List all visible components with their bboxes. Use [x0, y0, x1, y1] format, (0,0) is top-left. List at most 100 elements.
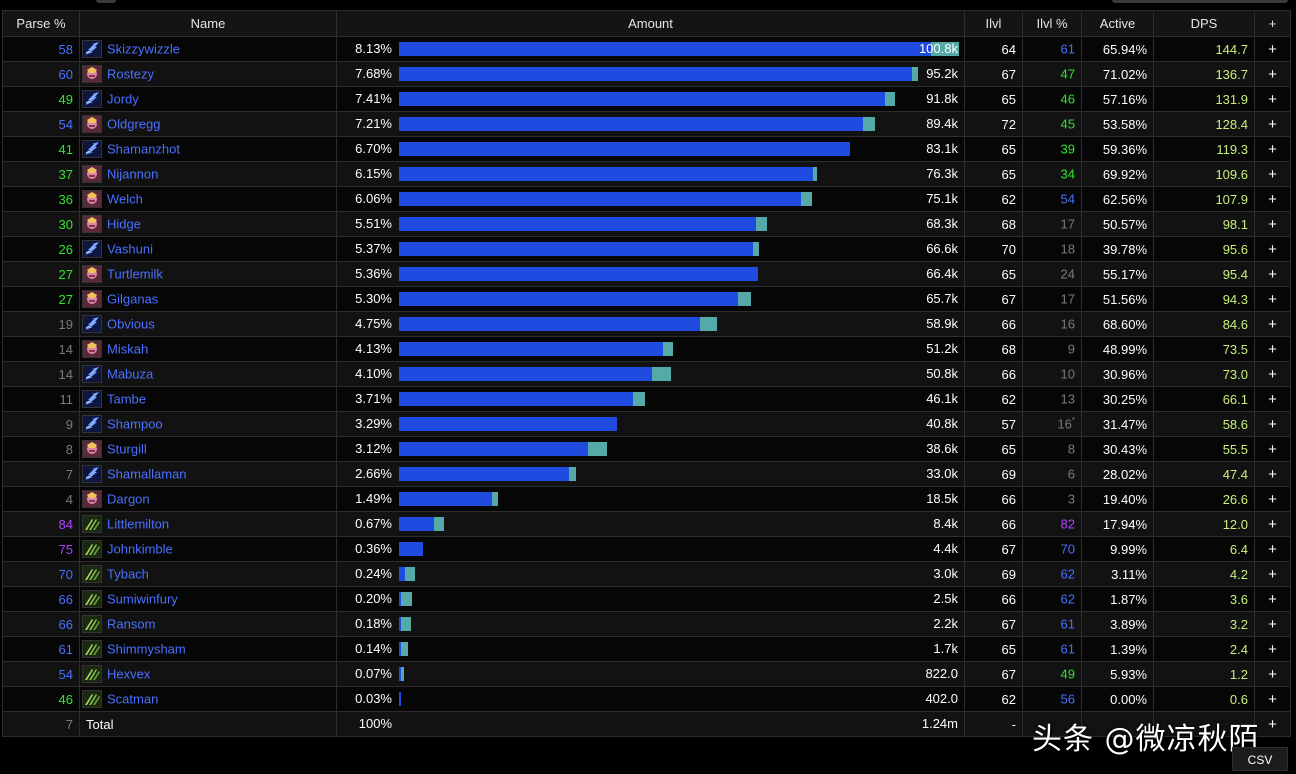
- player-name-link[interactable]: Tybach: [107, 566, 149, 582]
- table-row[interactable]: 66 Sumiwinfury 0.20% 2.5k 66 62 1.87% 3.…: [2, 586, 1291, 612]
- add-row-button[interactable]: +: [1254, 436, 1291, 462]
- table-row[interactable]: 26 Vashuni 5.37% 66.6k 70 18 39.78% 95.6…: [2, 236, 1291, 262]
- player-name-link[interactable]: Littlemilton: [107, 516, 170, 532]
- table-row[interactable]: 27 Turtlemilk 5.36% 66.4k 65 24 55.17% 9…: [2, 261, 1291, 287]
- player-name-cell[interactable]: Skizzywizzle: [79, 36, 337, 62]
- player-name-cell[interactable]: Turtlemilk: [79, 261, 337, 287]
- player-name-cell[interactable]: Johnkimble: [79, 536, 337, 562]
- add-row-button[interactable]: +: [1254, 36, 1291, 62]
- player-name-cell[interactable]: Mabuza: [79, 361, 337, 387]
- total-add-button[interactable]: +: [1254, 711, 1291, 737]
- player-name-cell[interactable]: Hexvex: [79, 661, 337, 687]
- csv-export-button[interactable]: CSV: [1232, 747, 1288, 771]
- player-name-cell[interactable]: Scatman: [79, 686, 337, 712]
- add-row-button[interactable]: +: [1254, 486, 1291, 512]
- player-name-link[interactable]: Sumiwinfury: [107, 591, 178, 607]
- player-name-link[interactable]: Welch: [107, 191, 143, 207]
- player-name-link[interactable]: Turtlemilk: [107, 266, 163, 282]
- table-row[interactable]: 19 Obvious 4.75% 58.9k 66 16 68.60% 84.6…: [2, 311, 1291, 337]
- add-row-button[interactable]: +: [1254, 561, 1291, 587]
- player-name-cell[interactable]: Jordy: [79, 86, 337, 112]
- table-row[interactable]: 54 Oldgregg 7.21% 89.4k 72 45 53.58% 128…: [2, 111, 1291, 137]
- player-name-cell[interactable]: Rostezy: [79, 61, 337, 87]
- player-name-cell[interactable]: Shimmysham: [79, 636, 337, 662]
- table-row[interactable]: 36 Welch 6.06% 75.1k 62 54 62.56% 107.9 …: [2, 186, 1291, 212]
- player-name-cell[interactable]: Tybach: [79, 561, 337, 587]
- player-name-link[interactable]: Ransom: [107, 616, 156, 632]
- add-row-button[interactable]: +: [1254, 211, 1291, 237]
- table-row[interactable]: 84 Littlemilton 0.67% 8.4k 66 82 17.94% …: [2, 511, 1291, 537]
- player-name-link[interactable]: Skizzywizzle: [107, 41, 180, 57]
- table-row[interactable]: 30 Hidge 5.51% 68.3k 68 17 50.57% 98.1 +: [2, 211, 1291, 237]
- player-name-cell[interactable]: Miskah: [79, 336, 337, 362]
- player-name-link[interactable]: Shimmysham: [107, 641, 186, 657]
- col-header-parse[interactable]: Parse %: [2, 10, 80, 37]
- player-name-link[interactable]: Oldgregg: [107, 116, 161, 132]
- add-row-button[interactable]: +: [1254, 286, 1291, 312]
- player-name-cell[interactable]: Sturgill: [79, 436, 337, 462]
- player-name-cell[interactable]: Oldgregg: [79, 111, 337, 137]
- add-row-button[interactable]: +: [1254, 636, 1291, 662]
- player-name-cell[interactable]: Littlemilton: [79, 511, 337, 537]
- player-name-cell[interactable]: Gilganas: [79, 286, 337, 312]
- player-name-link[interactable]: Nijannon: [107, 166, 159, 182]
- add-row-button[interactable]: +: [1254, 161, 1291, 187]
- col-header-dps[interactable]: DPS: [1153, 10, 1255, 37]
- col-header-add[interactable]: +: [1254, 10, 1291, 37]
- add-row-button[interactable]: +: [1254, 586, 1291, 612]
- player-name-cell[interactable]: Shamallaman: [79, 461, 337, 487]
- player-name-cell[interactable]: Hidge: [79, 211, 337, 237]
- table-row[interactable]: 4 Dargon 1.49% 18.5k 66 3 19.40% 26.6 +: [2, 486, 1291, 512]
- add-row-button[interactable]: +: [1254, 361, 1291, 387]
- player-name-cell[interactable]: Ransom: [79, 611, 337, 637]
- table-row[interactable]: 7 Shamallaman 2.66% 33.0k 69 6 28.02% 47…: [2, 461, 1291, 487]
- add-row-button[interactable]: +: [1254, 236, 1291, 262]
- player-name-link[interactable]: Shampoo: [107, 416, 163, 432]
- player-name-cell[interactable]: Dargon: [79, 486, 337, 512]
- table-row[interactable]: 14 Mabuza 4.10% 50.8k 66 10 30.96% 73.0 …: [2, 361, 1291, 387]
- player-name-link[interactable]: Hexvex: [107, 666, 151, 682]
- player-name-link[interactable]: Tambe: [107, 391, 147, 407]
- player-name-link[interactable]: Obvious: [107, 316, 155, 332]
- add-row-button[interactable]: +: [1254, 261, 1291, 287]
- table-row[interactable]: 66 Ransom 0.18% 2.2k 67 61 3.89% 3.2 +: [2, 611, 1291, 637]
- add-row-button[interactable]: +: [1254, 411, 1291, 437]
- player-name-link[interactable]: Vashuni: [107, 241, 154, 257]
- table-row[interactable]: 8 Sturgill 3.12% 38.6k 65 8 30.43% 55.5 …: [2, 436, 1291, 462]
- add-row-button[interactable]: +: [1254, 461, 1291, 487]
- table-row[interactable]: 58 Skizzywizzle 8.13% 100.8k 64 61 65.94…: [2, 36, 1291, 62]
- player-name-cell[interactable]: Tambe: [79, 386, 337, 412]
- add-row-button[interactable]: +: [1254, 186, 1291, 212]
- player-name-link[interactable]: Gilganas: [107, 291, 159, 307]
- add-row-button[interactable]: +: [1254, 61, 1291, 87]
- table-row[interactable]: 60 Rostezy 7.68% 95.2k 67 47 71.02% 136.…: [2, 61, 1291, 87]
- add-row-button[interactable]: +: [1254, 311, 1291, 337]
- table-row[interactable]: 37 Nijannon 6.15% 76.3k 65 34 69.92% 109…: [2, 161, 1291, 187]
- player-name-cell[interactable]: Shamanzhot: [79, 136, 337, 162]
- col-header-ilvl[interactable]: Ilvl: [964, 10, 1023, 37]
- player-name-link[interactable]: Hidge: [107, 216, 141, 232]
- player-name-link[interactable]: Rostezy: [107, 66, 154, 82]
- player-name-cell[interactable]: Vashuni: [79, 236, 337, 262]
- add-row-button[interactable]: +: [1254, 336, 1291, 362]
- col-header-active[interactable]: Active: [1081, 10, 1154, 37]
- add-row-button[interactable]: +: [1254, 86, 1291, 112]
- player-name-cell[interactable]: Shampoo: [79, 411, 337, 437]
- add-row-button[interactable]: +: [1254, 111, 1291, 137]
- add-row-button[interactable]: +: [1254, 511, 1291, 537]
- col-header-name[interactable]: Name: [79, 10, 337, 37]
- player-name-link[interactable]: Mabuza: [107, 366, 154, 382]
- table-row[interactable]: 70 Tybach 0.24% 3.0k 69 62 3.11% 4.2 +: [2, 561, 1291, 587]
- player-name-link[interactable]: Scatman: [107, 691, 159, 707]
- col-header-ilvl-pct[interactable]: Ilvl %: [1022, 10, 1082, 37]
- player-name-link[interactable]: Shamanzhot: [107, 141, 180, 157]
- player-name-cell[interactable]: Welch: [79, 186, 337, 212]
- player-name-cell[interactable]: Obvious: [79, 311, 337, 337]
- add-row-button[interactable]: +: [1254, 611, 1291, 637]
- player-name-link[interactable]: Johnkimble: [107, 541, 173, 557]
- table-row[interactable]: 9 Shampoo 3.29% 40.8k 57 16* 31.47% 58.6…: [2, 411, 1291, 437]
- player-name-link[interactable]: Jordy: [107, 91, 139, 107]
- table-row[interactable]: 49 Jordy 7.41% 91.8k 65 46 57.16% 131.9 …: [2, 86, 1291, 112]
- table-row[interactable]: 46 Scatman 0.03% 402.0 62 56 0.00% 0.6 +: [2, 686, 1291, 712]
- player-name-link[interactable]: Miskah: [107, 341, 149, 357]
